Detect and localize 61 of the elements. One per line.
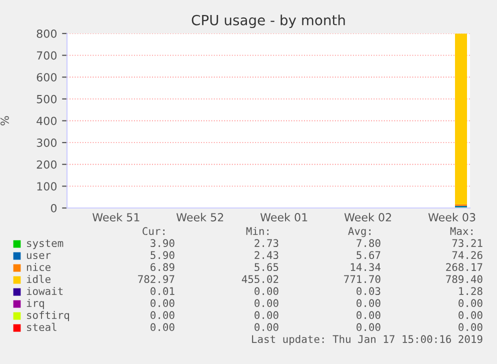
legend-label: idle (26, 274, 50, 284)
text: 0.01 (150, 287, 174, 296)
text: 0.03 (356, 287, 380, 296)
text: 7.80 (356, 239, 380, 248)
text: 455.02 (242, 275, 278, 284)
text: 5.65 (254, 263, 278, 272)
y-tick-label: 600 (36, 73, 57, 82)
legend-label: iowait (26, 286, 63, 296)
text: Avg: (348, 227, 370, 238)
text: 0.00 (458, 299, 482, 308)
x-tick-label: Week 03 (428, 212, 476, 222)
x-tick-label: Week 51 (92, 212, 140, 222)
text: 0.00 (458, 323, 482, 332)
text: 2.73 (254, 239, 278, 248)
y-axis-title: % (0, 116, 9, 126)
text: 0.00 (150, 299, 174, 308)
x-tick-label: Week 02 (344, 212, 391, 222)
y-tick-label: 500 (36, 94, 57, 104)
text: 0.00 (254, 287, 278, 296)
text: 0.00 (356, 299, 380, 308)
y-tick-label: 300 (36, 138, 57, 147)
text: 771.70 (344, 275, 380, 284)
text: 14.34 (350, 263, 381, 272)
y-tick-label: 400 (36, 116, 57, 126)
text: 0.00 (150, 323, 174, 332)
chart-title: CPU usage - by month (192, 14, 345, 28)
text: 0.00 (254, 323, 278, 332)
y-tick-label: 200 (36, 160, 57, 169)
text: 3.90 (150, 239, 174, 248)
text: 789.40 (446, 275, 482, 284)
text: Min: (246, 226, 268, 235)
text: 2.43 (254, 251, 278, 260)
text: 0.00 (150, 311, 174, 320)
legend-label: softirq (27, 310, 69, 322)
text: 74.26 (452, 251, 482, 260)
legend-label: irq (26, 298, 44, 310)
legend-label: nice (26, 262, 50, 272)
text: 268.17 (446, 263, 482, 272)
text: 1.28 (459, 287, 482, 296)
text: 5.90 (150, 251, 174, 260)
text: 0.00 (356, 323, 380, 332)
y-tick-label: 700 (36, 51, 57, 60)
text: 0.00 (254, 299, 278, 308)
text: 0.00 (458, 311, 482, 320)
y-tick-label: 100 (37, 182, 57, 191)
text: 5.67 (356, 251, 380, 260)
text: Max: (450, 227, 472, 236)
text: 6.89 (150, 263, 174, 272)
text: 782.97 (138, 275, 174, 284)
x-tick-label: Week 01 (260, 212, 308, 222)
legend-label: user (26, 253, 51, 260)
text: 0.00 (254, 311, 278, 320)
legend-label: system (27, 240, 64, 250)
y-tick-label: 800 (36, 29, 57, 38)
text: 73.21 (452, 239, 482, 248)
x-tick-label: Week 52 (176, 212, 224, 222)
y-tick-label: 0 (50, 204, 57, 212)
text: Cur: (142, 227, 164, 236)
text: 0.00 (356, 311, 380, 320)
text: Last update: Thu Jan 17 15:00:16 2019 (252, 334, 482, 346)
legend-label: steal (27, 322, 56, 332)
